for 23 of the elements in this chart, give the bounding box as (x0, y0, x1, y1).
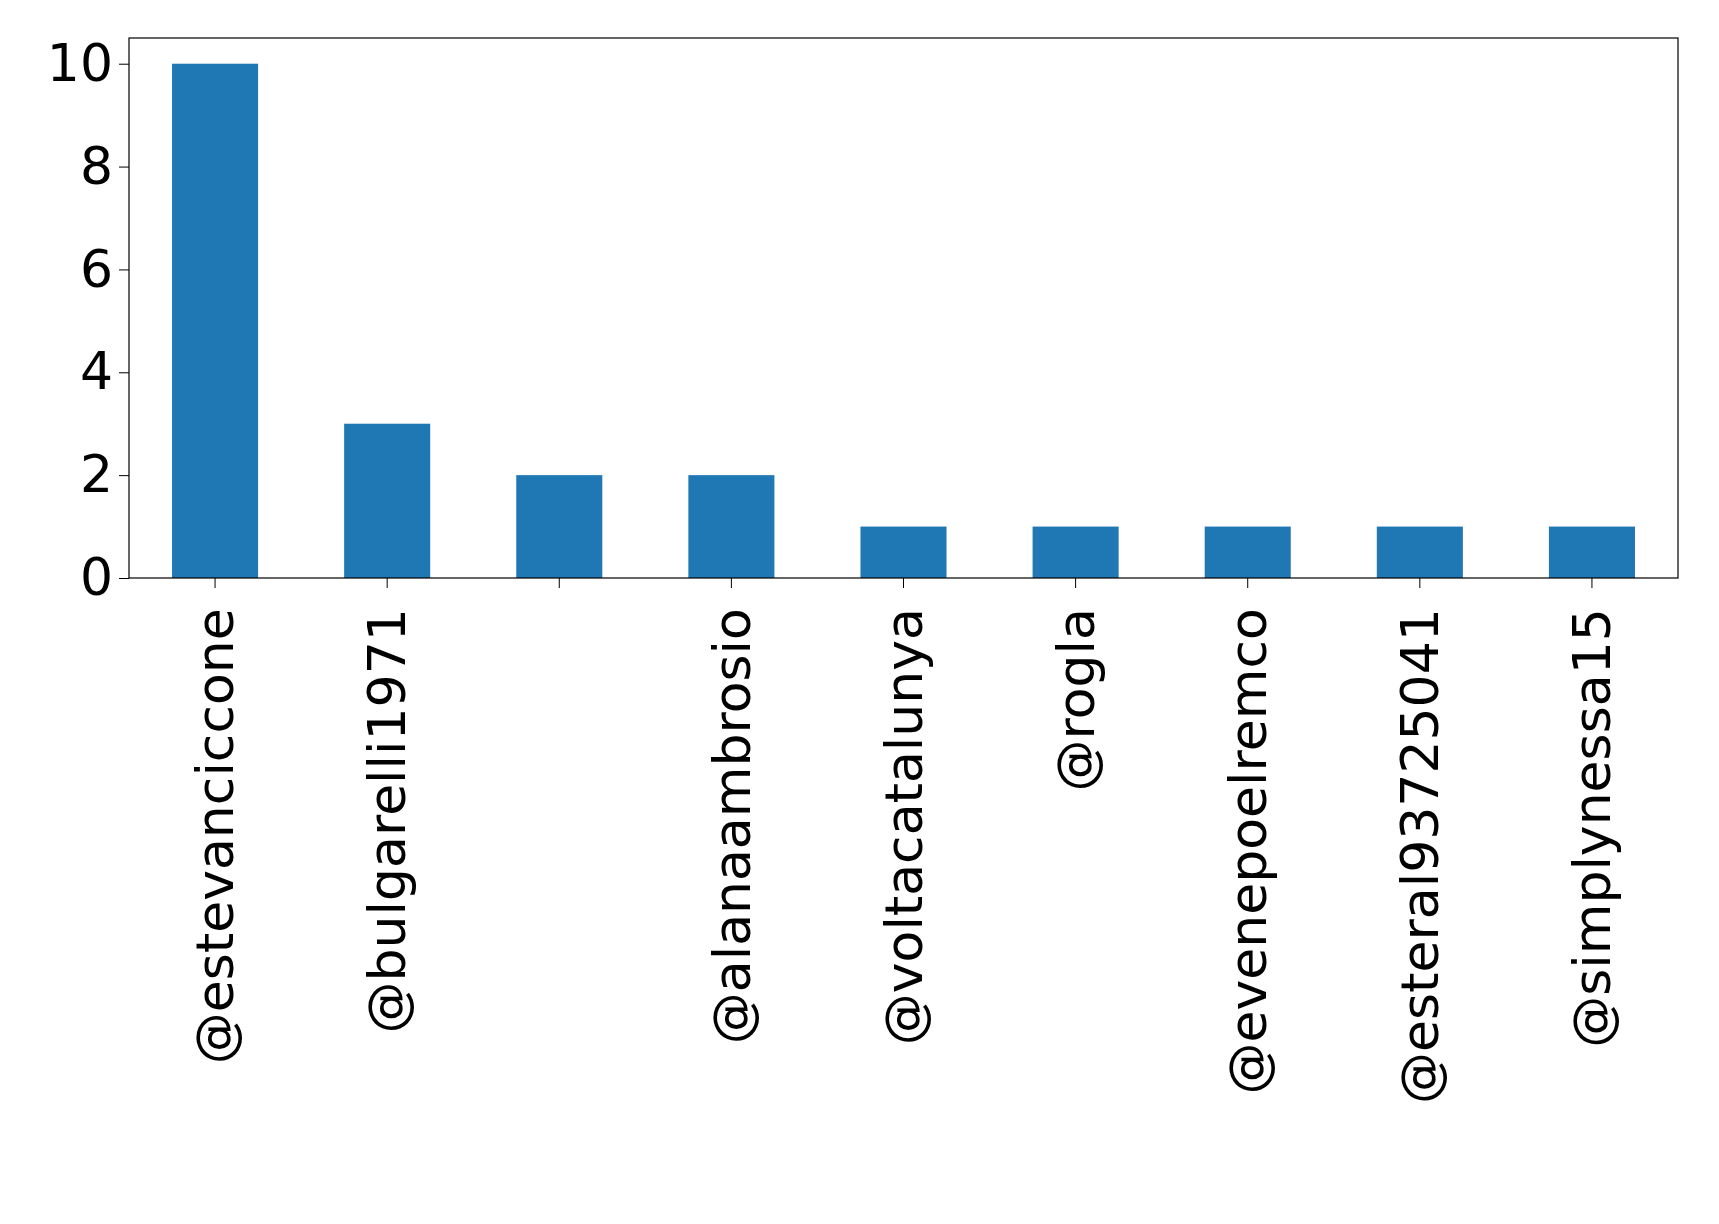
y-tick-label: 10 (46, 32, 113, 93)
y-tick-label: 4 (79, 341, 113, 402)
y-tick-label: 0 (79, 547, 113, 608)
bar (1376, 526, 1463, 578)
x-tick-label: @voltacatalunya (873, 608, 934, 1046)
bar (1204, 526, 1291, 578)
y-tick-label: 6 (79, 238, 113, 299)
bar (860, 526, 947, 578)
x-tick-label: @alanaambrosio (701, 608, 762, 1045)
bar (516, 475, 603, 578)
x-tick-label: @evenepoelremco (1217, 608, 1278, 1095)
x-tick-label: @rogla (1045, 608, 1106, 792)
x-tick-label: @bulgarelli1971 (357, 608, 418, 1034)
bar (344, 423, 431, 578)
y-tick-label: 8 (79, 135, 113, 196)
x-tick-label: @esteral93725041 (1390, 608, 1451, 1105)
x-tick-label: @simplynessa15 (1562, 608, 1623, 1048)
bar (1032, 526, 1119, 578)
x-tick-label: @estevanciccone (185, 608, 246, 1065)
y-tick-label: 2 (79, 444, 113, 505)
bar (172, 63, 259, 578)
bar (1548, 526, 1635, 578)
bar (688, 475, 775, 578)
